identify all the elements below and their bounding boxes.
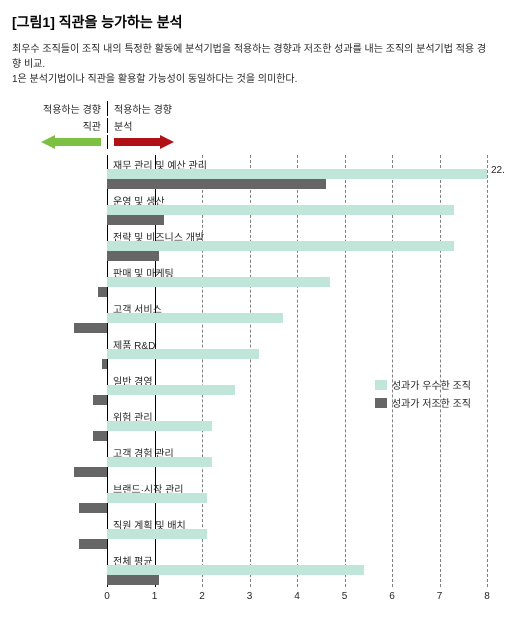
bar-top-performer	[107, 493, 207, 503]
chart-title: [그림1] 직관을 능가하는 분석	[12, 12, 493, 32]
arrows	[12, 135, 493, 149]
bar-low-performer	[107, 215, 164, 225]
bar-low-performer	[93, 431, 107, 441]
x-axis: 0 1 2 3 4 5 6 7 8	[12, 591, 493, 609]
x-tick-label: 2	[199, 591, 205, 602]
x-tick-label: 4	[294, 591, 300, 602]
bar-top-performer	[107, 241, 454, 251]
bar-top-performer	[107, 349, 259, 359]
bar-low-performer	[79, 503, 108, 513]
bar-top-performer	[107, 205, 454, 215]
bar-top-performer	[107, 169, 487, 179]
header-row-2: 직관 분석	[12, 118, 493, 133]
bar-low-performer	[93, 395, 107, 405]
x-tick-label: 3	[247, 591, 253, 602]
bar-top-performer	[107, 529, 207, 539]
x-tick-label: 5	[342, 591, 348, 602]
chart-row: 재무 관리 및 예산 관리22.1	[12, 155, 493, 191]
x-tick-label: 7	[437, 591, 443, 602]
bar-top-performer	[107, 457, 212, 467]
bar-low-performer	[74, 467, 107, 477]
bar-top-performer	[107, 277, 330, 287]
chart-row: 브랜드·시장 관리	[12, 479, 493, 515]
chart-subtitle: 최우수 조직들이 조직 내의 특정한 활동에 분석기법을 적용하는 경향과 저조…	[12, 42, 493, 87]
subtitle-line2: 1은 분석기법이나 직관을 활용할 가능성이 동일하다는 것을 의미한다.	[12, 74, 297, 85]
bar-low-performer	[102, 359, 107, 369]
x-tick-label: 0	[104, 591, 110, 602]
header-right-1: 적용하는 경향	[107, 101, 172, 116]
chart-row: 직원 계획 및 배치	[12, 515, 493, 551]
header-right-2: 분석	[107, 118, 132, 133]
bar-low-performer	[79, 539, 108, 549]
chart-row: 일반 경영	[12, 371, 493, 407]
arrow-right-icon	[114, 135, 174, 149]
bar-top-performer	[107, 565, 364, 575]
bar-low-performer	[74, 323, 107, 333]
chart-row: 전략 및 비즈니스 개발	[12, 227, 493, 263]
bar-low-performer	[107, 575, 159, 585]
header-row-1: 적용하는 경향 적용하는 경향	[12, 101, 493, 116]
chart-row: 판매 및 마케팅	[12, 263, 493, 299]
bar-low-performer	[107, 179, 326, 189]
bar-top-performer	[107, 421, 212, 431]
bar-top-performer	[107, 313, 283, 323]
bar-low-performer	[107, 251, 159, 261]
header-left-1: 적용하는 경향	[12, 101, 107, 116]
subtitle-line1: 최우수 조직들이 조직 내의 특정한 활동에 분석기법을 적용하는 경향과 저조…	[12, 44, 486, 70]
chart-row: 고객 경험 관리	[12, 443, 493, 479]
bar-top-performer	[107, 385, 235, 395]
arrow-left-icon	[41, 135, 101, 149]
chart: 성과가 우수한 조직 성과가 저조한 조직 재무 관리 및 예산 관리22.1운…	[12, 155, 493, 609]
header-left-2: 직관	[12, 118, 107, 133]
chart-row: 운영 및 생산	[12, 191, 493, 227]
chart-row: 제품 R&D	[12, 335, 493, 371]
bar-value-label: 22.1	[491, 165, 505, 176]
arrow-right-wrap	[107, 135, 174, 149]
arrow-left-wrap	[12, 135, 107, 149]
x-tick-label: 1	[152, 591, 158, 602]
bar-low-performer	[98, 287, 108, 297]
x-tick-label: 8	[484, 591, 490, 602]
x-tick-label: 6	[389, 591, 395, 602]
chart-row: 전체 평균	[12, 551, 493, 587]
chart-row: 위험 관리	[12, 407, 493, 443]
plot-area: 성과가 우수한 조직 성과가 저조한 조직 재무 관리 및 예산 관리22.1운…	[12, 155, 493, 587]
chart-row: 고객 서비스	[12, 299, 493, 335]
